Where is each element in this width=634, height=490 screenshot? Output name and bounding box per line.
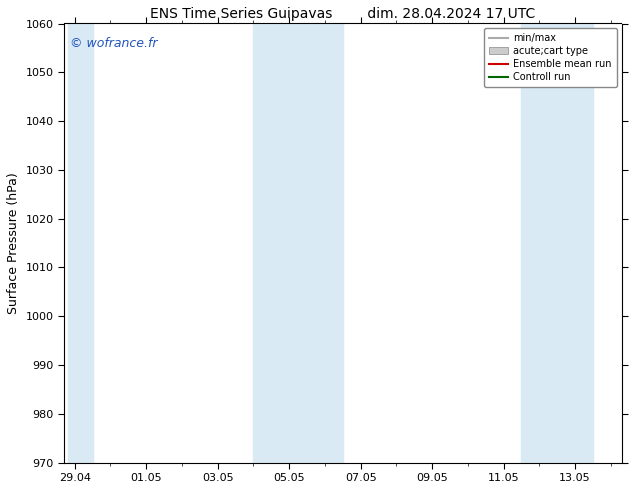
Y-axis label: Surface Pressure (hPa): Surface Pressure (hPa) [7, 172, 20, 314]
Title: ENS Time Series Guipavas        dim. 28.04.2024 17 UTC: ENS Time Series Guipavas dim. 28.04.2024… [150, 7, 535, 21]
Text: © wofrance.fr: © wofrance.fr [70, 37, 157, 49]
Bar [521, 24, 593, 463]
Bar [68, 24, 93, 463]
Bar [254, 24, 343, 463]
Legend: min/max, acute;cart type, Ensemble mean run, Controll run: min/max, acute;cart type, Ensemble mean … [484, 28, 617, 87]
